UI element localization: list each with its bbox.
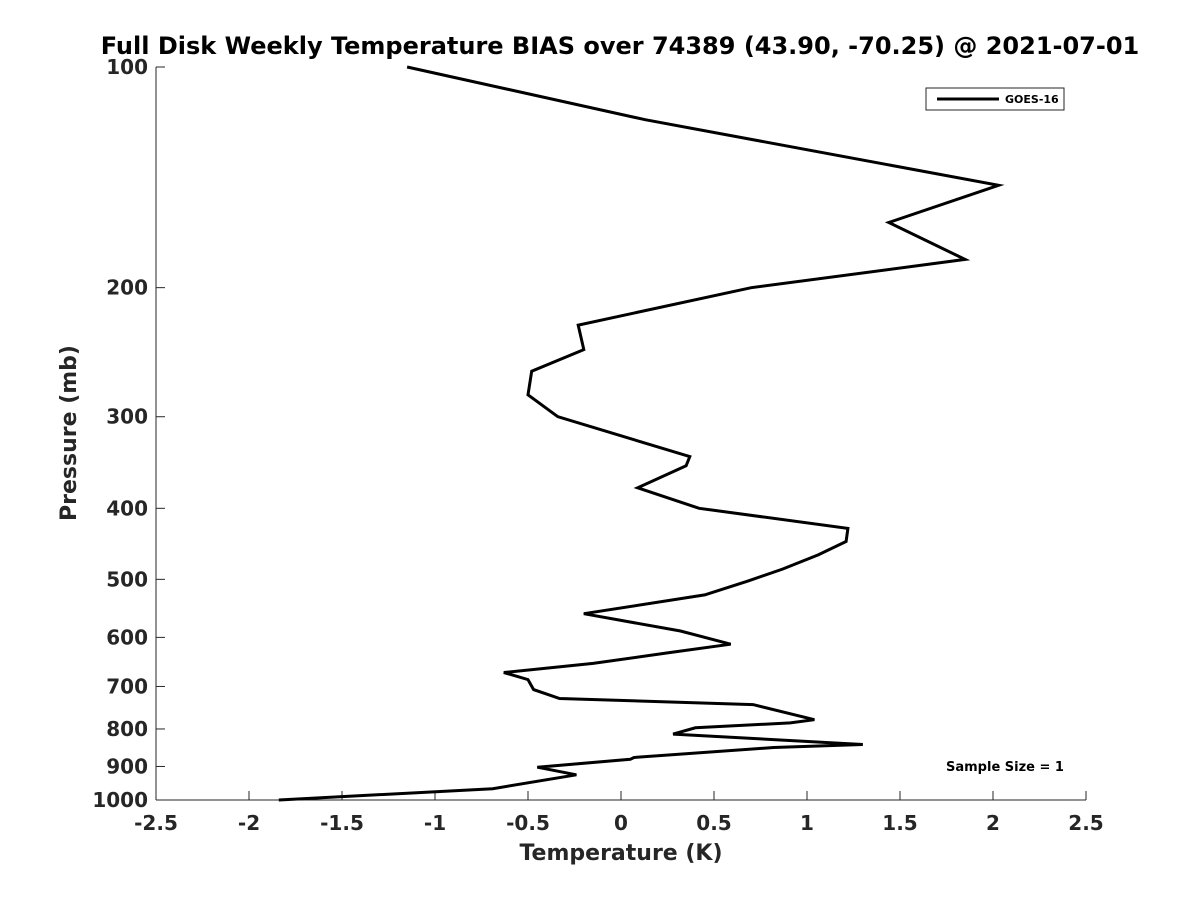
x-axis-label: Temperature (K): [519, 841, 722, 866]
legend: GOES-16: [925, 87, 1065, 111]
x-tick-label: -2.5: [134, 811, 178, 835]
x-tick-label: -1.5: [320, 811, 364, 835]
x-tick-label: 1.5: [882, 811, 917, 835]
x-tick-label: 2.5: [1068, 811, 1103, 835]
series-layer: [278, 65, 1005, 802]
y-tick-label: 400: [106, 496, 148, 520]
y-tick-label: 1000: [92, 788, 148, 812]
chart-title: Full Disk Weekly Temperature BIAS over 7…: [101, 32, 1140, 60]
x-tick-label: -2: [238, 811, 260, 835]
y-axis-ticks: 100 200 300 400 500 600 700 800 900 1000: [92, 55, 165, 812]
y-tick-label: 900: [106, 754, 148, 778]
y-tick-label: 300: [106, 405, 148, 429]
x-tick-label: 1: [800, 811, 814, 835]
x-tick-label: -1: [424, 811, 446, 835]
y-tick-label: 100: [106, 55, 148, 79]
x-tick-label: 0.5: [696, 811, 731, 835]
plot-area: [156, 67, 1086, 800]
x-tick-label: 2: [986, 811, 1000, 835]
sample-size-annotation: Sample Size = 1: [946, 760, 1064, 775]
x-tick-label: -0.5: [506, 811, 550, 835]
x-tick-label: 0: [614, 811, 628, 835]
y-tick-label: 200: [106, 276, 148, 300]
y-tick-label: 800: [106, 717, 148, 741]
y-tick-label: 600: [106, 625, 148, 649]
y-tick-label: 700: [106, 674, 148, 698]
x-axis-ticks: -2.5 -2 -1.5 -1 -0.5 0 0.5 1 1.5 2 2.5: [134, 791, 1104, 835]
y-tick-label: 500: [106, 567, 148, 591]
y-axis-label: Pressure (mb): [57, 345, 82, 521]
legend-label-goes-16: GOES-16: [1005, 93, 1059, 106]
